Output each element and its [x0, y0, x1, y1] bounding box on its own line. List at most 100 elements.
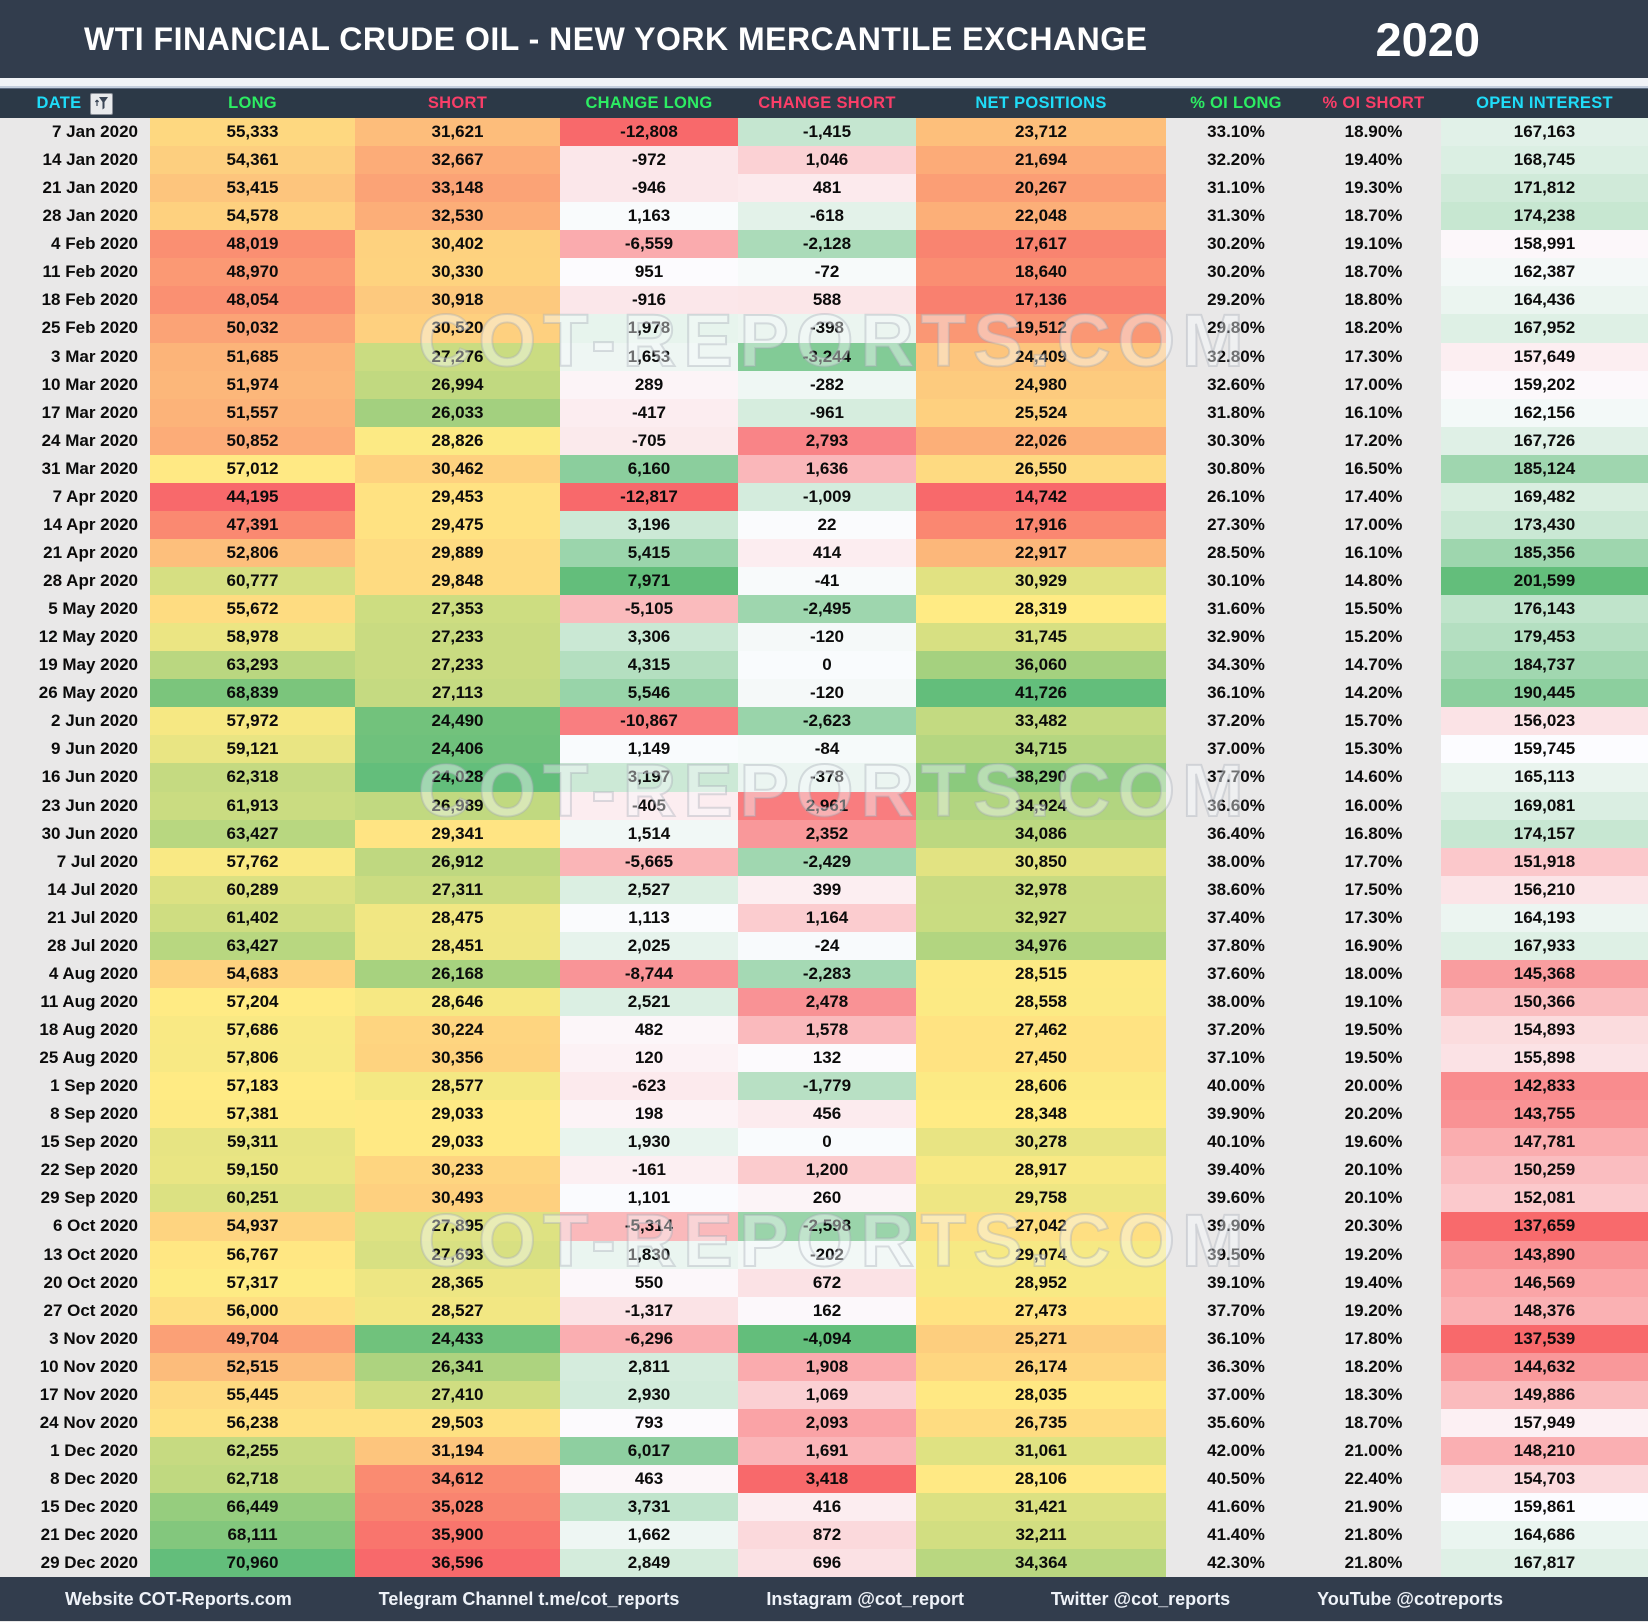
- cell-long: 57,686: [150, 1016, 355, 1045]
- cell-short: 29,341: [355, 819, 560, 848]
- cell-oi-long-pct: 30.20%: [1166, 258, 1306, 287]
- column-header-change-long: CHANGE LONG: [560, 89, 738, 118]
- cell-change-short: 481: [738, 174, 916, 203]
- cell-net-positions: 26,550: [916, 454, 1166, 483]
- cell-net-positions: 26,735: [916, 1408, 1166, 1437]
- cell-change-long: -6,559: [560, 230, 738, 259]
- cell-oi-long-pct: 32.90%: [1166, 623, 1306, 652]
- cell-net-positions: 32,978: [916, 875, 1166, 904]
- cell-date: 20 Oct 2020: [0, 1268, 150, 1297]
- column-header-label: SHORT: [427, 94, 488, 112]
- cell-short: 26,912: [355, 847, 560, 876]
- cell-open-interest: 148,210: [1441, 1436, 1648, 1465]
- cell-oi-short-pct: 20.20%: [1306, 1100, 1441, 1129]
- cell-oi-long-pct: 39.40%: [1166, 1156, 1306, 1185]
- cell-open-interest: 164,686: [1441, 1521, 1648, 1550]
- cell-oi-long-pct: 39.90%: [1166, 1212, 1306, 1241]
- cell-change-long: -6,296: [560, 1324, 738, 1353]
- cell-oi-short-pct: 16.10%: [1306, 398, 1441, 427]
- cell-short: 24,028: [355, 763, 560, 792]
- cell-date: 7 Apr 2020: [0, 482, 150, 511]
- cell-net-positions: 29,758: [916, 1184, 1166, 1213]
- cell-open-interest: 169,081: [1441, 791, 1648, 820]
- cell-change-long: 2,521: [560, 987, 738, 1016]
- cell-oi-short-pct: 22.40%: [1306, 1465, 1441, 1494]
- cell-long: 60,777: [150, 567, 355, 596]
- column-header-label: CHANGE SHORT: [758, 94, 896, 112]
- cell-oi-short-pct: 19.10%: [1306, 230, 1441, 259]
- footer-youtube-link[interactable]: YouTube @cotreports: [1317, 1588, 1503, 1609]
- cell-oi-long-pct: 36.10%: [1166, 1324, 1306, 1353]
- cell-change-short: 162: [738, 1296, 916, 1325]
- cell-oi-short-pct: 14.60%: [1306, 763, 1441, 792]
- cell-net-positions: 34,086: [916, 819, 1166, 848]
- cell-short: 30,493: [355, 1184, 560, 1213]
- footer-website-link[interactable]: Website COT-Reports.com: [65, 1588, 292, 1609]
- cell-date: 3 Nov 2020: [0, 1324, 150, 1353]
- cell-date: 25 Aug 2020: [0, 1044, 150, 1073]
- cell-short: 26,033: [355, 398, 560, 427]
- cell-oi-long-pct: 41.60%: [1166, 1493, 1306, 1522]
- year-label: 2020: [1375, 12, 1480, 66]
- cell-oi-long-pct: 29.80%: [1166, 314, 1306, 343]
- cell-long: 51,974: [150, 370, 355, 399]
- cell-open-interest: 162,387: [1441, 258, 1648, 287]
- cell-net-positions: 31,061: [916, 1436, 1166, 1465]
- cell-net-positions: 25,524: [916, 398, 1166, 427]
- cell-long: 55,672: [150, 595, 355, 624]
- date-filter-button[interactable]: [90, 92, 114, 115]
- cell-long: 56,767: [150, 1240, 355, 1269]
- cell-change-long: -5,314: [560, 1212, 738, 1241]
- cell-date: 24 Mar 2020: [0, 426, 150, 455]
- cell-long: 55,333: [150, 118, 355, 147]
- cell-short: 30,402: [355, 230, 560, 259]
- cell-open-interest: 179,453: [1441, 623, 1648, 652]
- cell-change-short: 2,961: [738, 791, 916, 820]
- cell-change-short: 1,164: [738, 903, 916, 932]
- cell-date: 25 Feb 2020: [0, 314, 150, 343]
- cell-change-short: 416: [738, 1493, 916, 1522]
- cell-date: 27 Oct 2020: [0, 1296, 150, 1325]
- cell-change-short: 22: [738, 510, 916, 539]
- cell-oi-short-pct: 17.00%: [1306, 510, 1441, 539]
- cell-long: 57,381: [150, 1100, 355, 1129]
- cell-long: 61,402: [150, 903, 355, 932]
- cell-change-long: 1,113: [560, 903, 738, 932]
- cell-open-interest: 167,726: [1441, 426, 1648, 455]
- cell-short: 24,433: [355, 1324, 560, 1353]
- cell-oi-long-pct: 31.60%: [1166, 595, 1306, 624]
- cell-oi-long-pct: 34.30%: [1166, 651, 1306, 680]
- cell-date: 11 Aug 2020: [0, 987, 150, 1016]
- cell-net-positions: 30,929: [916, 567, 1166, 596]
- cell-short: 27,353: [355, 595, 560, 624]
- cell-short: 24,406: [355, 735, 560, 764]
- cell-oi-short-pct: 18.30%: [1306, 1380, 1441, 1409]
- cell-long: 63,427: [150, 931, 355, 960]
- cell-long: 47,391: [150, 510, 355, 539]
- footer-telegram-link[interactable]: Telegram Channel t.me/cot_reports: [378, 1588, 680, 1609]
- cell-open-interest: 173,430: [1441, 510, 1648, 539]
- cell-change-short: -398: [738, 314, 916, 343]
- footer-twitter-link[interactable]: Twitter @cot_reports: [1050, 1588, 1231, 1609]
- column-header-date: DATE: [0, 89, 150, 118]
- cell-oi-short-pct: 17.50%: [1306, 875, 1441, 904]
- footer-instagram-link[interactable]: Instagram @cot_report: [766, 1588, 964, 1609]
- table-body-wrap: 7 Jan 2020 55,333 31,621 -12,808 -1,415 23,71…: [0, 118, 1648, 1578]
- cell-net-positions: 17,617: [916, 230, 1166, 259]
- cell-oi-long-pct: 27.30%: [1166, 510, 1306, 539]
- cell-change-long: -417: [560, 398, 738, 427]
- cell-net-positions: 28,558: [916, 987, 1166, 1016]
- cell-long: 63,427: [150, 819, 355, 848]
- cell-net-positions: 14,742: [916, 482, 1166, 511]
- cell-open-interest: 167,163: [1441, 118, 1648, 147]
- cell-change-short: -24: [738, 931, 916, 960]
- cell-oi-short-pct: 17.30%: [1306, 342, 1441, 371]
- cell-short: 28,451: [355, 931, 560, 960]
- cell-oi-long-pct: 28.50%: [1166, 538, 1306, 567]
- cell-oi-long-pct: 30.30%: [1166, 426, 1306, 455]
- cell-long: 59,311: [150, 1128, 355, 1157]
- cell-long: 54,937: [150, 1212, 355, 1241]
- cell-date: 12 May 2020: [0, 623, 150, 652]
- cell-long: 62,718: [150, 1465, 355, 1494]
- cell-oi-short-pct: 14.80%: [1306, 567, 1441, 596]
